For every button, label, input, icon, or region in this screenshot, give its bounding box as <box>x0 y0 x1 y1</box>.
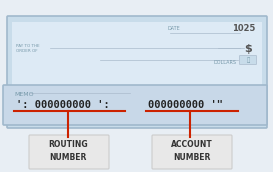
FancyBboxPatch shape <box>152 135 232 169</box>
Text: DOLLARS: DOLLARS <box>214 60 237 65</box>
FancyBboxPatch shape <box>12 22 262 122</box>
Text: DATE: DATE <box>168 26 181 31</box>
Text: 🔒: 🔒 <box>246 57 250 63</box>
Text: ': 000000000 ':: ': 000000000 ': <box>16 100 110 110</box>
Text: 000000000 '": 000000000 '" <box>148 100 223 110</box>
FancyBboxPatch shape <box>239 56 257 64</box>
Text: $: $ <box>244 44 252 54</box>
Text: PAY TO THE
ORDER OF: PAY TO THE ORDER OF <box>16 44 40 53</box>
FancyBboxPatch shape <box>3 85 267 125</box>
Text: ACCOUNT
NUMBER: ACCOUNT NUMBER <box>171 140 213 162</box>
Text: 1025: 1025 <box>232 24 255 33</box>
Text: MEMO: MEMO <box>14 92 34 97</box>
FancyBboxPatch shape <box>29 135 109 169</box>
Text: ROUTING
NUMBER: ROUTING NUMBER <box>48 140 88 162</box>
FancyBboxPatch shape <box>7 16 267 128</box>
